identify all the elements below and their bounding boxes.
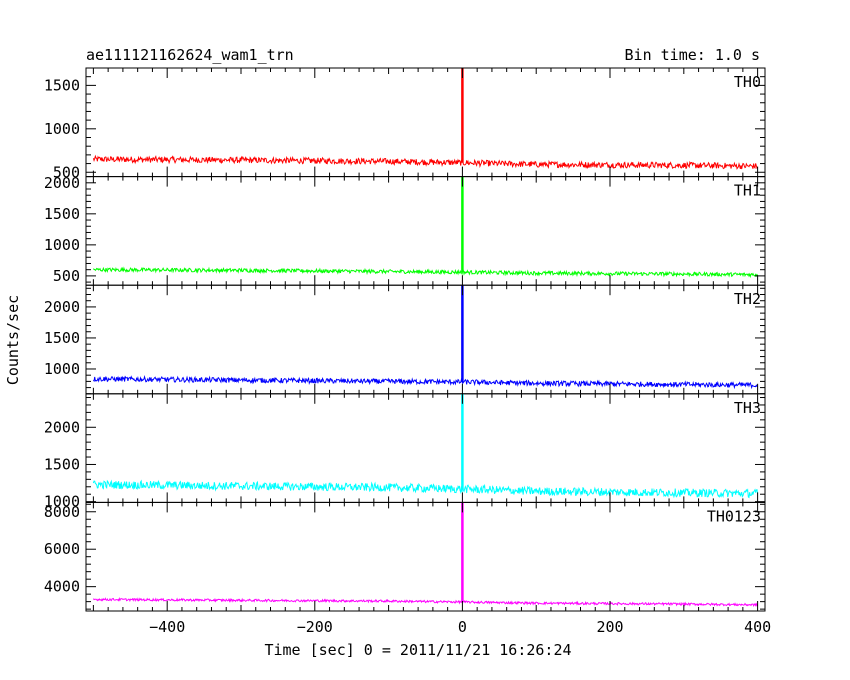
x-tick-label: −200	[297, 618, 333, 636]
y-tick-label: 4000	[44, 578, 80, 596]
panel-th1: 500 1000 1500 2000 TH1	[44, 174, 766, 286]
x-tick-label: −400	[149, 618, 185, 636]
y-tick-label: 6000	[44, 540, 80, 558]
y-tick-label: 2000	[44, 298, 80, 316]
panel-frame	[85, 176, 766, 286]
y-tick-label: 1500	[44, 329, 80, 347]
panel-label: TH3	[734, 399, 761, 417]
chart-title: ae111121162624_wam1_trn	[86, 46, 294, 64]
x-tick-label: 0	[458, 618, 467, 636]
y-tick-label: 1500	[44, 205, 80, 223]
panel-frame	[85, 67, 766, 178]
panel-label: TH1	[734, 182, 761, 200]
panel-label: TH0	[734, 73, 761, 91]
panel-th3: 1000 1500 2000 TH3	[44, 393, 766, 511]
y-tick-label: 1000	[44, 120, 80, 138]
y-tick-label: 1500	[44, 455, 80, 473]
panel-th2: 1000 1500 2000 TH2	[44, 284, 766, 395]
x-axis-label: Time [sec] 0 = 2011/11/21 16:26:24	[264, 641, 571, 659]
panel-label: TH0123	[707, 507, 761, 525]
series-line-th2	[92, 375, 758, 390]
panel-frame	[85, 501, 766, 612]
chart-subtitle: Bin time: 1.0 s	[625, 46, 760, 64]
panel-th0123: 4000 6000 8000 TH0123	[44, 501, 766, 612]
series-line-th0123	[92, 596, 759, 607]
x-tick-label: 200	[596, 618, 623, 636]
y-tick-label: 8000	[44, 503, 80, 521]
series-line-th0	[92, 154, 759, 170]
series-line-th1	[92, 266, 759, 279]
series-line-th3	[92, 479, 759, 499]
y-tick-label: 500	[53, 163, 80, 181]
y-tick-label: 2000	[44, 174, 80, 192]
y-tick-label: 1000	[44, 236, 80, 254]
panel-frame	[85, 284, 766, 395]
panel-label: TH2	[734, 290, 761, 308]
y-tick-label: 1500	[44, 76, 80, 94]
y-tick-label: 500	[53, 267, 80, 285]
y-tick-label: 1000	[44, 360, 80, 378]
y-tick-label: 2000	[44, 418, 80, 436]
x-tick-label: 400	[744, 618, 771, 636]
y-axis-label: Counts/sec	[4, 295, 22, 385]
panel-th0: 500 1000 1500 TH0	[44, 67, 766, 181]
y-tick-label: 1000	[44, 493, 80, 511]
